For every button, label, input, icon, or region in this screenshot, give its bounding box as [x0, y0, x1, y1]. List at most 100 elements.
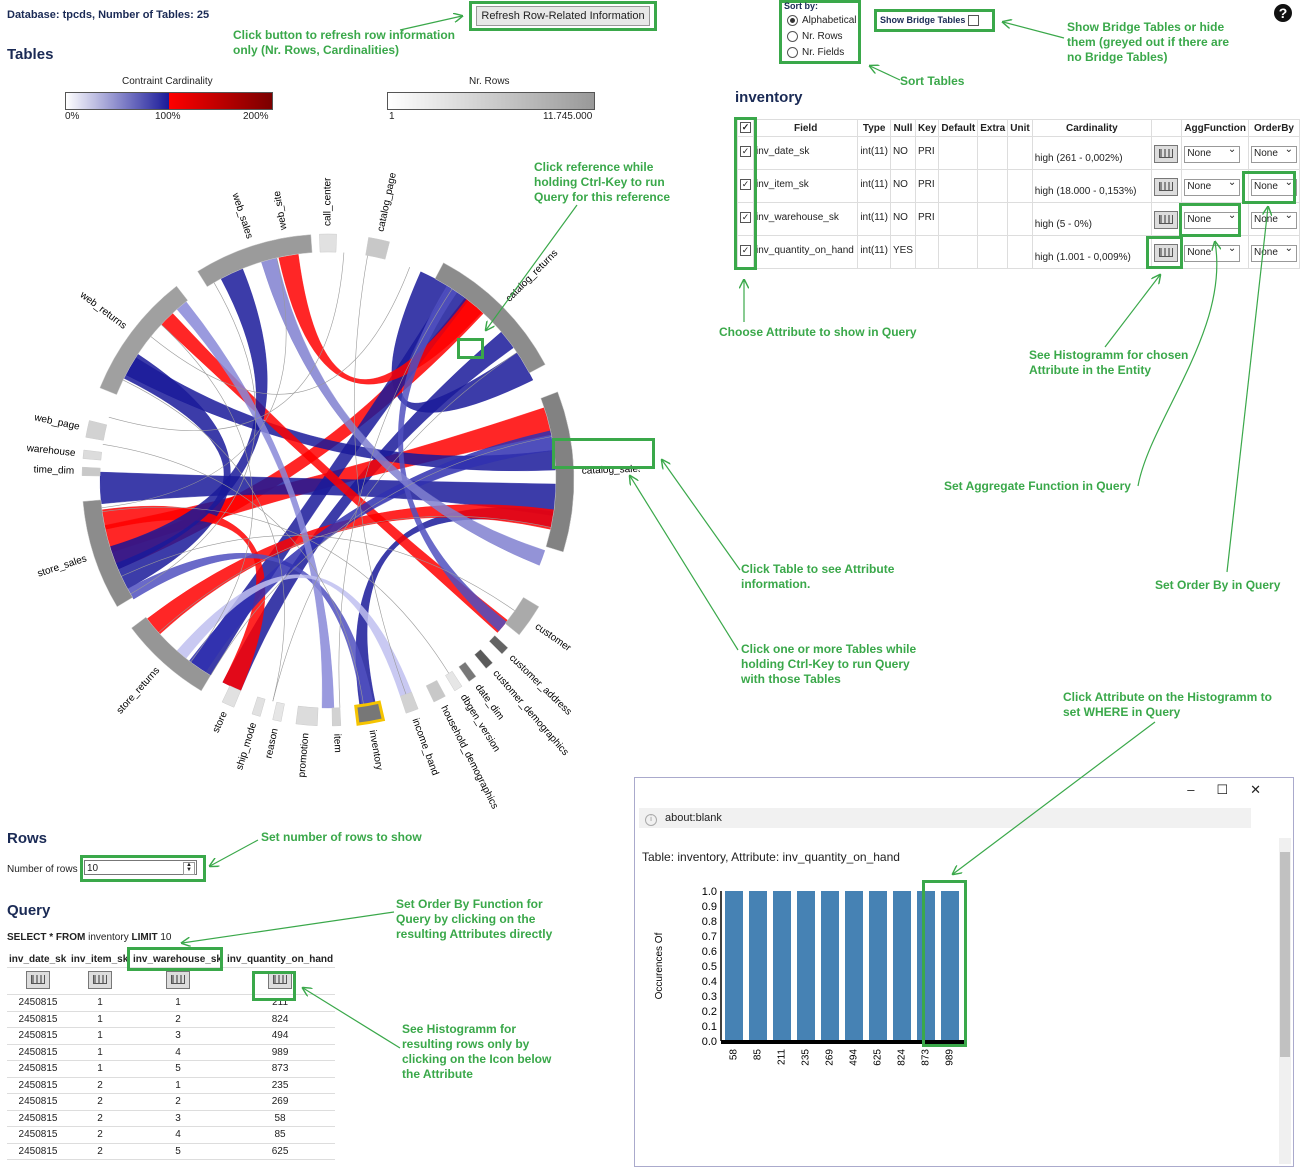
checkbox-icon[interactable]: ✓: [740, 122, 751, 134]
attr-agg[interactable]: None: [1181, 169, 1249, 203]
order-select[interactable]: None: [1250, 177, 1297, 196]
reference-chord[interactable]: [158, 515, 552, 633]
histogram-bar[interactable]: [725, 891, 743, 1041]
table-label[interactable]: call_center: [323, 177, 334, 226]
result-col-header[interactable]: inv_warehouse_sk: [131, 952, 225, 968]
table-label[interactable]: store_sales: [36, 553, 88, 579]
attr-field[interactable]: inv_warehouse_sk: [752, 202, 859, 236]
reference-chord[interactable]: [210, 436, 552, 676]
reference-chord[interactable]: [161, 324, 253, 663]
attr-field[interactable]: inv_item_sk: [752, 169, 859, 203]
reference-chord[interactable]: [354, 255, 407, 695]
table-label[interactable]: catalog_returns: [504, 248, 561, 305]
order-select[interactable]: None: [1250, 243, 1297, 262]
scrollbar-thumb[interactable]: [1280, 852, 1290, 1057]
table-arc-call-center[interactable]: [319, 233, 337, 253]
agg-select[interactable]: None: [1184, 243, 1241, 262]
reference-chord[interactable]: [130, 282, 256, 595]
histogram-icon[interactable]: [1153, 145, 1178, 163]
histogram-bar[interactable]: [917, 891, 935, 1041]
attr-checkbox[interactable]: ✓: [737, 136, 754, 170]
table-arc-time-dim[interactable]: [81, 466, 101, 477]
refresh-button[interactable]: Refresh Row-Related Information: [476, 6, 650, 26]
address-bar[interactable]: i about:blank: [639, 808, 1251, 828]
histogram-icon[interactable]: [1153, 178, 1178, 196]
table-arc-item[interactable]: [331, 707, 342, 727]
table-label[interactable]: ship_mode: [234, 721, 259, 771]
attr-order[interactable]: None: [1247, 169, 1300, 203]
checkbox-icon[interactable]: [967, 15, 979, 27]
table-arc-reason[interactable]: [272, 701, 285, 722]
histogram-bar[interactable]: [749, 891, 767, 1041]
reference-chord[interactable]: [122, 379, 285, 702]
histogram-bar[interactable]: [773, 891, 791, 1041]
table-label[interactable]: customer_address: [507, 653, 574, 718]
table-arc-date-dim[interactable]: [458, 661, 477, 682]
table-arc-store-sales[interactable]: [82, 499, 133, 608]
attr-order[interactable]: None: [1247, 235, 1300, 269]
histogram-icon[interactable]: [268, 970, 293, 989]
rows-input[interactable]: 10 ▲ ▼: [84, 860, 197, 875]
table-label[interactable]: item: [331, 734, 343, 753]
reference-chord[interactable]: [121, 535, 515, 612]
histogram-bar[interactable]: [821, 891, 839, 1041]
table-label[interactable]: reason: [264, 727, 281, 759]
sort-option-fields[interactable]: Nr. Fields: [787, 47, 844, 58]
table-label[interactable]: web_site: [272, 190, 290, 232]
reference-chord[interactable]: [108, 252, 345, 431]
spinner-icon[interactable]: ▲ ▼: [183, 862, 195, 875]
attr-agg[interactable]: None: [1181, 235, 1249, 269]
table-label[interactable]: inventory: [367, 729, 385, 771]
reference-chord[interactable]: [102, 444, 364, 706]
attr-hist[interactable]: [1150, 169, 1183, 203]
histogram-bar[interactable]: [845, 891, 863, 1041]
agg-select[interactable]: None: [1184, 177, 1241, 196]
table-arc-ship-mode[interactable]: [251, 696, 266, 717]
attr-order[interactable]: None: [1247, 136, 1300, 170]
question-icon[interactable]: ?: [1274, 4, 1292, 22]
reference-chord[interactable]: [101, 257, 287, 509]
table-label[interactable]: store: [211, 709, 230, 734]
histogram-icon[interactable]: [26, 970, 50, 989]
attr-hist[interactable]: [1150, 202, 1183, 236]
table-arc-catalog-sales[interactable]: [540, 391, 575, 553]
table-label[interactable]: web_returns: [77, 289, 128, 332]
table-arc-customer-demographics[interactable]: [474, 649, 493, 669]
chord-diagram[interactable]: web_site call_center catalog_page catalog_r…: [0, 130, 640, 810]
maximize-icon[interactable]: ☐: [1216, 782, 1251, 797]
histogram-bar[interactable]: [869, 891, 887, 1041]
checkbox-icon[interactable]: ✓: [740, 179, 751, 190]
reference-chord[interactable]: [261, 257, 546, 566]
table-arc-dbgen-version[interactable]: [445, 670, 463, 692]
table-arc-web-sales[interactable]: [197, 234, 313, 287]
checkbox-icon[interactable]: ✓: [740, 146, 751, 157]
result-col-header[interactable]: inv_quantity_on_hand: [225, 952, 336, 968]
table-arc-store-returns[interactable]: [131, 616, 211, 692]
sort-option-alpha[interactable]: Alphabetical: [787, 15, 856, 26]
table-arc-web-returns[interactable]: [99, 285, 188, 395]
histogram-icon[interactable]: [88, 970, 112, 989]
checkbox-icon[interactable]: ✓: [740, 245, 751, 256]
table-arc-customer-address[interactable]: [488, 635, 509, 655]
table-arc-store[interactable]: [221, 685, 242, 708]
table-label[interactable]: web_sales: [229, 191, 254, 240]
result-col-header[interactable]: inv_date_sk: [7, 952, 69, 968]
attr-field[interactable]: inv_quantity_on_hand: [752, 235, 859, 269]
table-label[interactable]: customer: [533, 621, 574, 654]
table-arc-promotion[interactable]: [295, 705, 319, 727]
sort-option-rows[interactable]: Nr. Rows: [787, 31, 843, 42]
table-label[interactable]: catalog_page: [376, 171, 399, 232]
table-label[interactable]: income_band: [410, 717, 441, 777]
reference-chord[interactable]: [338, 288, 453, 708]
histogram-icon[interactable]: [166, 970, 190, 989]
attr-agg[interactable]: None: [1181, 136, 1249, 170]
reference-chord[interactable]: [272, 352, 518, 702]
close-icon[interactable]: ✕: [1250, 782, 1283, 797]
result-hist-cell[interactable]: [69, 967, 131, 995]
minimize-icon[interactable]: –: [1187, 782, 1217, 797]
result-hist-cell[interactable]: [7, 967, 69, 995]
table-arc-web-page[interactable]: [85, 420, 108, 441]
attr-order[interactable]: None: [1247, 202, 1300, 236]
reference-chord[interactable]: [102, 506, 450, 674]
agg-select[interactable]: None: [1184, 144, 1241, 163]
